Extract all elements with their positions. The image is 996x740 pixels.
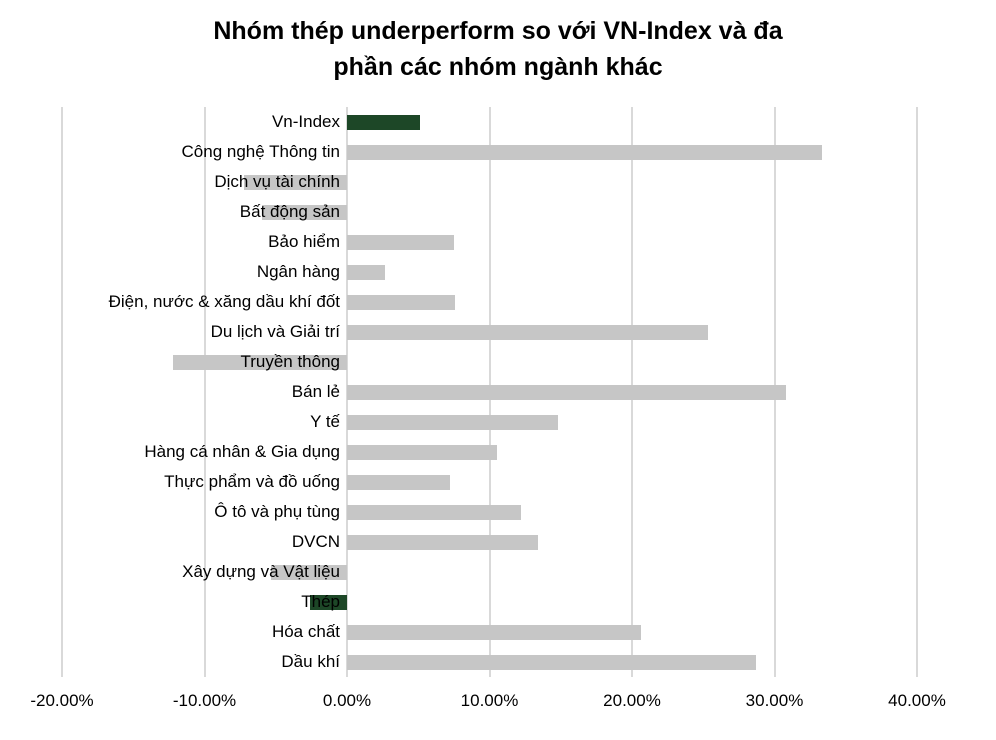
chart-bar (244, 174, 347, 190)
chart-title-line-1: Nhóm thép underperform so với VN-Index v… (213, 17, 783, 45)
category-label: Truyền thông (240, 352, 340, 371)
x-axis-tick-label: 40.00% (888, 691, 946, 710)
chart-bar (347, 654, 756, 670)
chart-title-line-2: phần các nhóm ngành khác (333, 53, 663, 81)
x-axis-tick-label: 10.00% (460, 691, 519, 710)
chart-bar (347, 234, 454, 250)
chart-title: Nhóm thép underperform so với VN-Index v… (178, 13, 818, 85)
x-axis-tick-label: 30.00% (745, 691, 804, 710)
chart-bar (347, 504, 521, 520)
category-label: Ngân hàng (256, 262, 340, 281)
chart-bar (347, 264, 386, 280)
chart-bar (347, 384, 786, 400)
category-label: Thực phẩm và đồ uống (164, 472, 340, 491)
chart-bar (347, 414, 558, 430)
category-label: Bất động sản (239, 202, 340, 221)
gridline (203, 107, 206, 677)
chart-bar (347, 534, 538, 550)
x-axis-tick-label: -20.00% (30, 691, 94, 710)
chart-bar (347, 444, 497, 460)
gridline (61, 107, 63, 677)
chart-bar (271, 564, 347, 580)
category-label: DVCN (291, 532, 340, 551)
gridline (916, 107, 918, 677)
category-label: Ô tô và phụ tùng (214, 502, 340, 521)
category-label: Hóa chất (271, 622, 340, 641)
chart-bar (347, 324, 708, 340)
category-label: Điện, nước & xăng dầu khí đốt (108, 292, 340, 311)
category-label: Dịch vụ tài chính (214, 172, 340, 191)
chart-bar (347, 294, 456, 310)
x-axis-tick-label: 0.00% (322, 691, 372, 710)
category-label: Y tế (310, 412, 340, 431)
category-label: Bán lẻ (291, 382, 340, 401)
category-label: Bảo hiểm (268, 232, 340, 251)
category-label: Xây dựng và Vật liệu (182, 562, 340, 581)
x-axis-tick-label: -10.00% (172, 691, 237, 710)
chart-bar (309, 594, 347, 610)
category-label: Vn-Index (271, 112, 340, 131)
category-label: Hàng cá nhân & Gia dụng (144, 442, 340, 461)
chart-bar (173, 354, 347, 370)
category-label: Dầu khí (281, 652, 340, 671)
chart-bar (347, 144, 822, 160)
chart-bar (347, 114, 420, 130)
chart-bar (261, 204, 347, 220)
chart-bar (347, 624, 641, 640)
category-label: Công nghệ Thông tin (181, 142, 340, 161)
chart-bar (347, 474, 450, 490)
category-label: Du lịch và Giải trí (210, 322, 340, 341)
x-axis-tick-label: 20.00% (603, 691, 661, 710)
category-label: Thép (301, 592, 340, 611)
